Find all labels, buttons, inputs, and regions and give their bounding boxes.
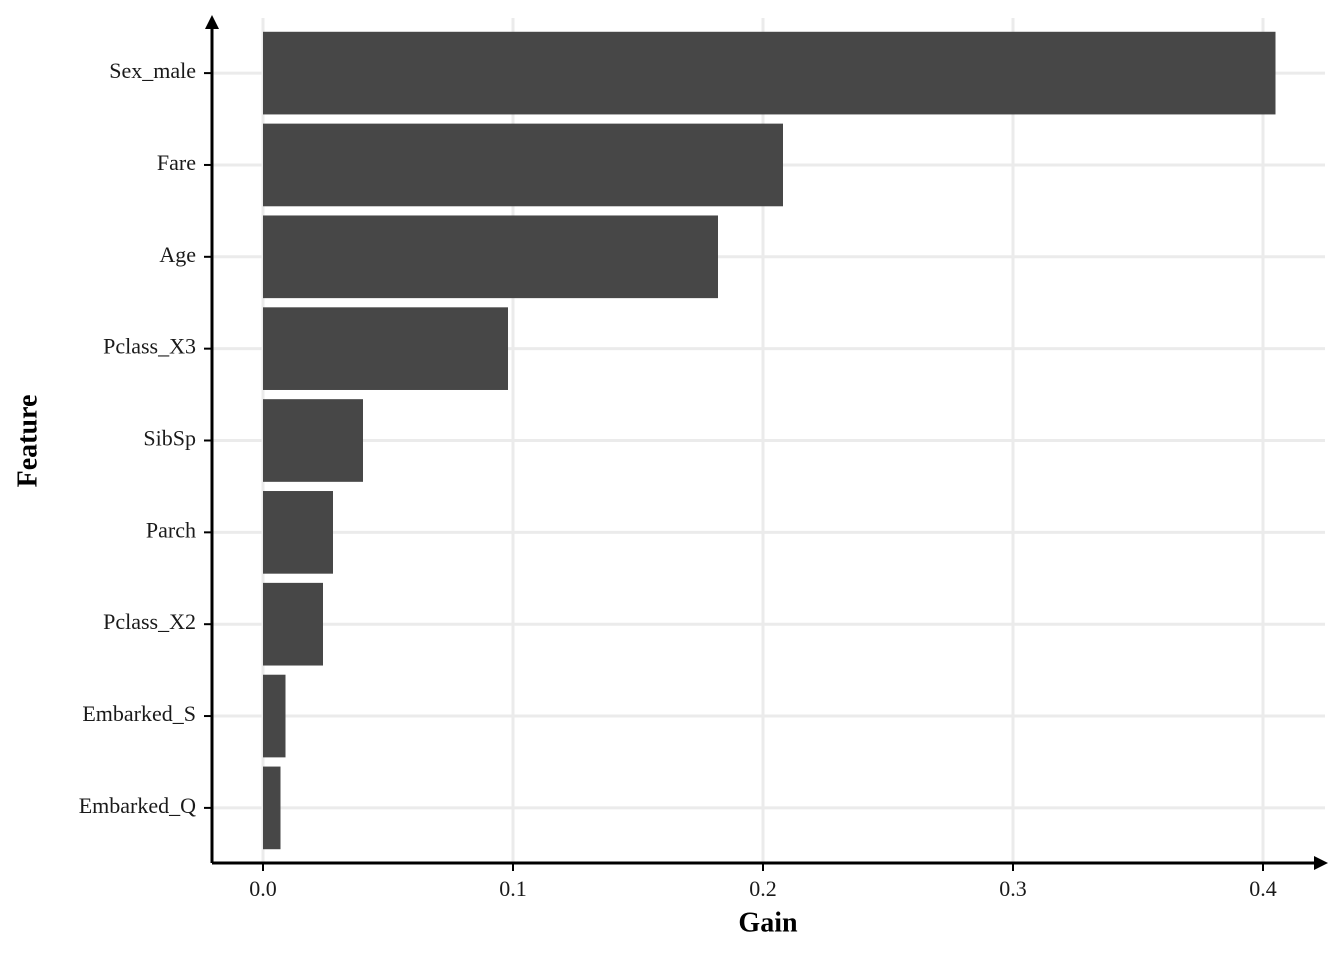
x-tick-label: 0.2 <box>749 876 777 901</box>
y-tick-label: Parch <box>146 517 196 542</box>
bar <box>263 399 363 482</box>
x-tick-label: 0.1 <box>499 876 527 901</box>
x-tick-label: 0.0 <box>249 876 277 901</box>
bar <box>263 123 783 207</box>
bar <box>263 582 323 666</box>
bar <box>263 674 286 758</box>
y-tick-label: Age <box>159 242 196 267</box>
bar <box>263 491 333 574</box>
y-axis-arrow <box>205 15 219 29</box>
y-tick-label: Pclass_X3 <box>103 334 196 359</box>
bar <box>263 766 281 850</box>
bar <box>263 215 718 299</box>
y-tick-label: Embarked_S <box>82 701 196 726</box>
bar <box>263 31 1276 115</box>
x-axis-arrow <box>1314 856 1328 870</box>
y-tick-label: Fare <box>157 150 196 175</box>
y-tick-label: Embarked_Q <box>79 793 196 818</box>
y-tick-label: Pclass_X2 <box>103 609 196 634</box>
bar <box>263 307 508 390</box>
x-tick-label: 0.3 <box>999 876 1027 901</box>
x-tick-label: 0.4 <box>1249 876 1277 901</box>
x-axis-title: Gain <box>738 907 798 938</box>
y-axis-title: Feature <box>12 395 43 488</box>
y-tick-label: SibSp <box>143 426 196 451</box>
y-tick-label: Sex_male <box>109 58 196 83</box>
